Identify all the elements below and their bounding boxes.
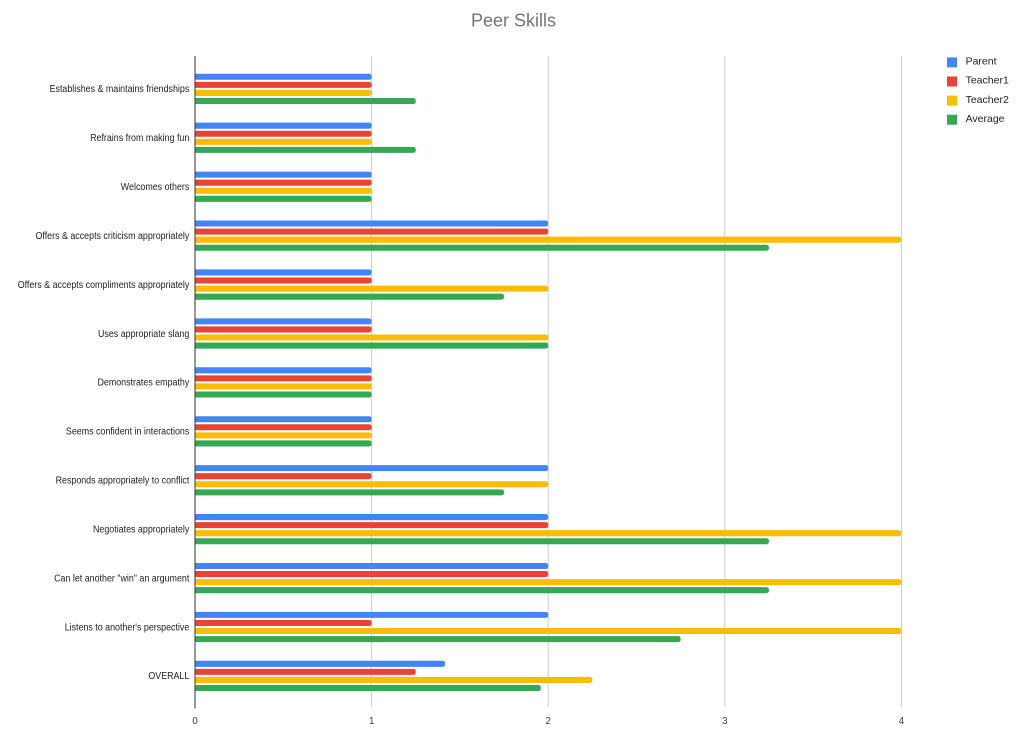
svg-text:2: 2 [545,716,551,727]
svg-text:Teacher1: Teacher1 [966,75,1009,87]
svg-text:Responds appropriately to conf: Responds appropriately to conflict [56,476,190,487]
svg-text:Refrains from making fun: Refrains from making fun [90,133,189,144]
svg-text:Uses appropriate slang: Uses appropriate slang [98,329,189,340]
svg-text:Offers & accepts criticism app: Offers & accepts criticism appropriately [36,231,190,242]
svg-text:OVERALL: OVERALL [148,671,189,682]
svg-text:Offers & accepts compliments a: Offers & accepts compliments appropriate… [18,280,190,291]
svg-text:Welcomes others: Welcomes others [121,182,190,193]
svg-text:Demonstrates empathy: Demonstrates empathy [98,378,190,389]
svg-text:3: 3 [722,716,728,727]
svg-text:4: 4 [899,716,905,727]
svg-text:Negotiates appropriately: Negotiates appropriately [93,524,189,535]
svg-text:Seems confident in interaction: Seems confident in interactions [66,427,189,438]
svg-text:Listens to another's perspecti: Listens to another's perspective [65,622,190,633]
svg-text:Establishes & maintains friend: Establishes & maintains friendships [50,84,190,95]
svg-text:Teacher2: Teacher2 [966,94,1009,106]
svg-text:0: 0 [192,716,198,727]
svg-text:1: 1 [369,716,375,727]
svg-text:Can let another "win" an argum: Can let another "win" an argument [54,573,189,584]
svg-text:Parent: Parent [966,56,997,68]
svg-text:Average: Average [966,113,1005,125]
svg-text:Peer Skills: Peer Skills [471,11,556,31]
